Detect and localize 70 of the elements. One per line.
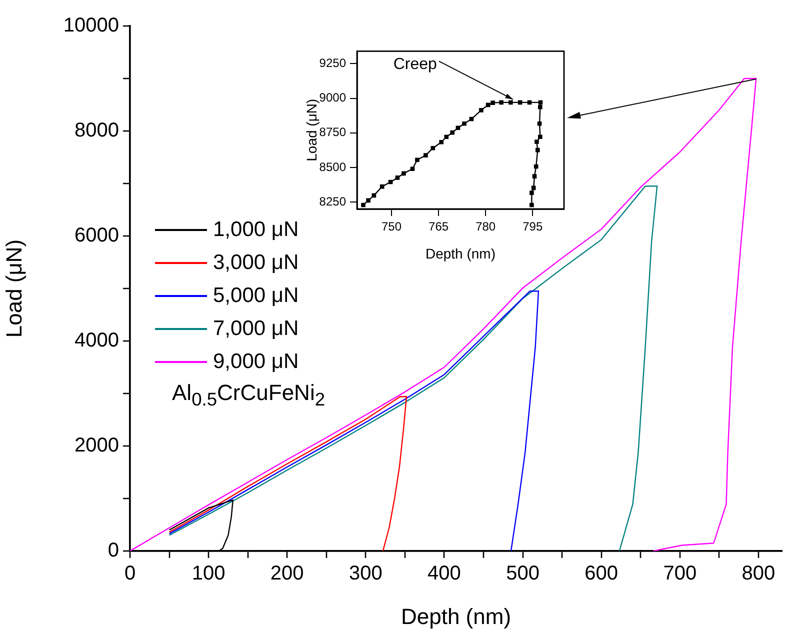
y-axis-title: Load (μN) bbox=[303, 98, 320, 162]
point bbox=[518, 100, 522, 105]
point bbox=[450, 130, 454, 135]
x-tick-label: 600 bbox=[584, 562, 618, 585]
point bbox=[380, 184, 384, 189]
point bbox=[388, 180, 393, 184]
point bbox=[530, 190, 534, 195]
legend-label: 7,000 μN bbox=[213, 316, 299, 340]
point bbox=[536, 148, 540, 152]
point bbox=[534, 140, 539, 144]
point bbox=[415, 158, 420, 162]
point bbox=[469, 116, 474, 122]
point bbox=[456, 126, 460, 130]
point bbox=[402, 171, 406, 176]
legend-label: 9,000 μN bbox=[213, 350, 299, 374]
point bbox=[444, 134, 449, 140]
y-tick-label: 8500 bbox=[319, 160, 346, 174]
point bbox=[361, 202, 366, 208]
y-tick-label: 8000 bbox=[74, 120, 119, 142]
point bbox=[499, 100, 504, 105]
point bbox=[531, 186, 536, 190]
x-axis-title: Depth (nm) bbox=[400, 604, 512, 629]
annotation: Al$_{0.5}$CrCuFeNi$_{2}$ bbox=[172, 380, 326, 410]
y-tick-label: 2000 bbox=[74, 434, 119, 457]
point bbox=[530, 202, 534, 208]
annotation: Creep bbox=[393, 56, 438, 74]
x-tick-label: 795 bbox=[522, 220, 543, 234]
point bbox=[534, 164, 538, 169]
x-tick-label: 700 bbox=[663, 562, 697, 585]
x-tick-label: 300 bbox=[348, 562, 382, 585]
point bbox=[439, 140, 444, 144]
y-axis-title: Load (μN) bbox=[1, 239, 26, 338]
point bbox=[395, 176, 400, 180]
x-tick-label: 400 bbox=[428, 562, 461, 585]
point bbox=[430, 146, 436, 150]
x-tick-label: 0 bbox=[124, 562, 136, 585]
point bbox=[538, 134, 542, 140]
y-tick-label: 8250 bbox=[319, 194, 346, 208]
point bbox=[366, 198, 370, 203]
point bbox=[486, 102, 490, 108]
x-tick-label: 800 bbox=[742, 562, 776, 585]
x-tick-label: 100 bbox=[192, 562, 226, 585]
x-tick-label: 780 bbox=[476, 220, 496, 234]
y-tick-label: 6000 bbox=[74, 224, 119, 247]
point bbox=[372, 193, 376, 198]
y-tick-label: 4000 bbox=[74, 330, 119, 352]
point bbox=[508, 100, 513, 105]
point bbox=[490, 100, 495, 105]
y-tick-label: 10000 bbox=[63, 14, 119, 37]
x-tick-label: 750 bbox=[381, 220, 402, 234]
y-tick-label: 9000 bbox=[319, 90, 346, 105]
point bbox=[538, 104, 542, 110]
point bbox=[424, 153, 428, 158]
x-tick-label: 200 bbox=[270, 562, 304, 585]
x-tick-label: 500 bbox=[506, 562, 540, 585]
point bbox=[537, 121, 542, 126]
point bbox=[527, 100, 532, 105]
legend-label: 5,000 μN bbox=[213, 284, 299, 308]
legend-label: 3,000 μN bbox=[213, 250, 299, 274]
point bbox=[532, 174, 537, 178]
point bbox=[462, 121, 466, 126]
legend-label: 1,000 μN bbox=[213, 218, 299, 242]
y-tick-label: 8750 bbox=[319, 125, 346, 140]
point bbox=[479, 108, 484, 112]
point bbox=[410, 166, 415, 172]
y-tick-label: 0 bbox=[108, 540, 119, 562]
x-tick-label: 765 bbox=[428, 220, 449, 234]
point bbox=[538, 100, 543, 105]
y-tick-label: 9250 bbox=[319, 56, 346, 70]
x-axis-title: Depth (nm) bbox=[425, 245, 496, 262]
